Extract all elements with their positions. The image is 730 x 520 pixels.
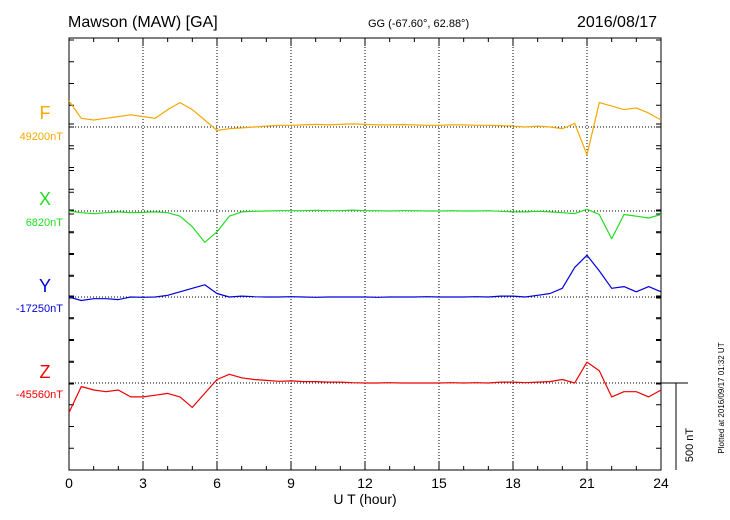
series-labels: F 49200nT X 6820nT Y -17250nT Z -45560nT <box>16 103 63 401</box>
grid-lines <box>69 38 661 470</box>
series-line-f <box>68 100 662 156</box>
coordinates-label: GG (-67.60°, 62.88°) <box>368 18 469 30</box>
series-name-x: X <box>39 189 51 209</box>
plotted-timestamp: Plotted at 2016/09/17 01:32 UT <box>717 342 726 453</box>
x-tick-label-12: 12 <box>357 475 373 491</box>
scale-bar: 500 nT <box>661 382 696 470</box>
x-tick-label-24: 24 <box>653 475 669 491</box>
series-name-z: Z <box>40 362 51 382</box>
baseline-value-x: 6820nT <box>26 217 64 229</box>
series-lines <box>68 100 662 413</box>
x-tick-label-6: 6 <box>213 475 221 491</box>
x-tick-label-21: 21 <box>579 475 595 491</box>
date-label: 2016/08/17 <box>577 14 657 31</box>
station-title: Mawson (MAW) [GA] <box>68 14 218 31</box>
x-tick-label-18: 18 <box>505 475 521 491</box>
series-name-y: Y <box>39 276 51 296</box>
baseline-value-y: -17250nT <box>16 303 63 315</box>
x-axis-label: U T (hour) <box>333 491 396 507</box>
series-line-x <box>68 208 662 243</box>
axis-ticks: 0 3 6 9 12 15 18 21 24 <box>65 38 669 491</box>
x-tick-label-9: 9 <box>287 475 295 491</box>
scale-bar-label: 500 nT <box>684 428 696 463</box>
x-tick-label-0: 0 <box>65 475 73 491</box>
baseline-value-z: -45560nT <box>16 389 63 401</box>
series-name-f: F <box>40 103 51 123</box>
series-line-y <box>68 254 662 302</box>
series-line-z <box>68 361 662 413</box>
x-tick-label-15: 15 <box>431 475 447 491</box>
baseline-value-f: 49200nT <box>20 131 64 143</box>
x-tick-label-3: 3 <box>139 475 147 491</box>
